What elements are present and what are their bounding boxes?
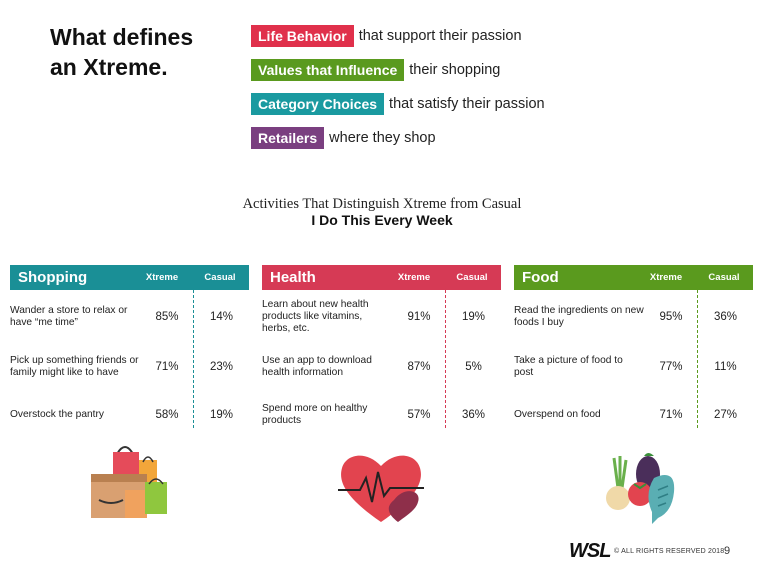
casual-value: 27% bbox=[713, 409, 738, 421]
panel-shopping: Shopping Xtreme Casual Wander a store to… bbox=[10, 265, 249, 445]
casual-value: 5% bbox=[465, 361, 482, 373]
legend-retailers: Retailers where they shop bbox=[251, 127, 436, 149]
column-divider bbox=[193, 290, 194, 428]
table-row: Use an app to download health informatio… bbox=[262, 345, 501, 389]
column-divider bbox=[445, 290, 446, 428]
column-header-casual: Casual bbox=[708, 272, 740, 283]
xtreme-value: 85% bbox=[155, 311, 179, 323]
xtreme-value: 71% bbox=[155, 361, 179, 373]
xtreme-value: 87% bbox=[407, 361, 431, 373]
casual-value: 36% bbox=[461, 409, 486, 421]
panel-header: Food Xtreme Casual bbox=[514, 265, 753, 290]
column-header-casual: Casual bbox=[456, 272, 488, 283]
column-header-xtreme: Xtreme bbox=[145, 272, 179, 283]
xtreme-value: 95% bbox=[659, 311, 683, 323]
table-row: Pick up something friends or family migh… bbox=[10, 345, 249, 389]
legend-tag: Life Behavior bbox=[251, 25, 354, 47]
row-label: Learn about new health products like vit… bbox=[262, 299, 369, 334]
legend-category-choices: Category Choices that satisfy their pass… bbox=[251, 93, 545, 115]
food-icon bbox=[600, 452, 680, 529]
legend-tag: Retailers bbox=[251, 127, 325, 149]
panel-header: Shopping Xtreme Casual bbox=[10, 265, 249, 290]
legend-text: where they shop bbox=[329, 130, 436, 146]
legend-text: that satisfy their passion bbox=[389, 96, 545, 112]
page-headline: What defines an Xtreme. bbox=[50, 22, 240, 82]
row-label: Read the ingredients on new foods I buy bbox=[514, 305, 644, 328]
table-row: Spend more on healthy products 57% 36% bbox=[262, 393, 501, 437]
panel-title: Health bbox=[270, 269, 316, 286]
panel-title: Shopping bbox=[18, 269, 88, 286]
copyright-text: © ALL RIGHTS RESERVED 2018 bbox=[614, 548, 725, 555]
legend-life-behavior: Life Behavior that support their passion bbox=[251, 25, 522, 47]
row-label: Spend more on healthy products bbox=[262, 403, 368, 426]
table-row: Learn about new health products like vit… bbox=[262, 295, 501, 339]
legend-values: Values that Influence their shopping bbox=[251, 59, 500, 81]
row-label: Use an app to download health informatio… bbox=[262, 355, 372, 378]
casual-value: 23% bbox=[209, 361, 234, 373]
row-label: Overstock the pantry bbox=[10, 409, 104, 420]
column-divider bbox=[697, 290, 698, 428]
panel-header: Health Xtreme Casual bbox=[262, 265, 501, 290]
headline-line-1: What defines bbox=[50, 24, 194, 50]
column-header-xtreme: Xtreme bbox=[397, 272, 431, 283]
casual-value: 36% bbox=[713, 311, 738, 323]
row-label: Wander a store to relax or have “me time… bbox=[10, 305, 128, 328]
section-subtitle: I Do This Every Week bbox=[311, 212, 453, 228]
section-title: Activities That Distinguish Xtreme from … bbox=[242, 196, 522, 212]
panel-title: Food bbox=[522, 269, 559, 286]
xtreme-value: 58% bbox=[155, 409, 179, 421]
table-row: Read the ingredients on new foods I buy … bbox=[514, 295, 753, 339]
page-number: 9 bbox=[724, 545, 731, 557]
legend-tag: Values that Influence bbox=[251, 59, 405, 81]
casual-value: 19% bbox=[209, 409, 234, 421]
panel-food: Food Xtreme Casual Read the ingredients … bbox=[514, 265, 753, 445]
row-label: Pick up something friends or family migh… bbox=[10, 355, 139, 378]
table-row: Take a picture of food to post 77% 11% bbox=[514, 345, 753, 389]
xtreme-value: 91% bbox=[407, 311, 431, 323]
xtreme-value: 77% bbox=[659, 361, 683, 373]
legend-tag: Category Choices bbox=[251, 93, 385, 115]
row-label: Take a picture of food to post bbox=[514, 355, 623, 378]
company-logo: WSL bbox=[569, 540, 611, 562]
column-header-xtreme: Xtreme bbox=[649, 272, 683, 283]
headline-line-2: an Xtreme. bbox=[50, 54, 168, 80]
casual-value: 14% bbox=[209, 311, 234, 323]
heartbeat-icon bbox=[336, 450, 426, 530]
xtreme-value: 57% bbox=[407, 409, 431, 421]
panel-health: Health Xtreme Casual Learn about new hea… bbox=[262, 265, 501, 445]
casual-value: 11% bbox=[714, 361, 737, 373]
row-label: Overspend on food bbox=[514, 409, 601, 420]
table-row: Overstock the pantry 58% 19% bbox=[10, 393, 249, 437]
casual-value: 19% bbox=[461, 311, 486, 323]
legend-text: that support their passion bbox=[358, 28, 522, 44]
table-row: Wander a store to relax or have “me time… bbox=[10, 295, 249, 339]
xtreme-value: 71% bbox=[659, 409, 683, 421]
column-header-casual: Casual bbox=[204, 272, 236, 283]
shopping-bags-icon bbox=[85, 440, 175, 530]
table-row: Overspend on food 71% 27% bbox=[514, 393, 753, 437]
legend-text: their shopping bbox=[409, 62, 501, 78]
